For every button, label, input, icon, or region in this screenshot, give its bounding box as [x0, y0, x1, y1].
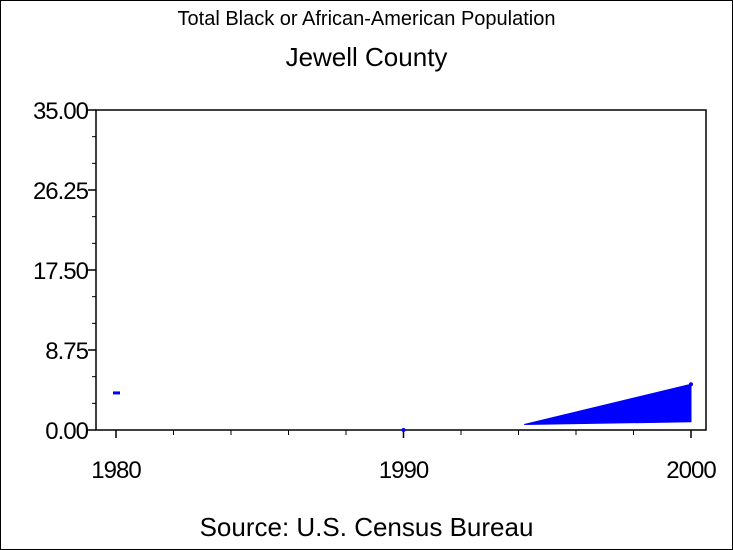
x-axis: 1980 1990 2000 — [91, 430, 717, 484]
chart-source: Source: U.S. Census Bureau — [199, 512, 534, 542]
x-tick-label: 1980 — [91, 457, 141, 484]
data-point — [689, 382, 693, 387]
y-tick-label: 8.75 — [45, 338, 88, 365]
y-tick-label: 17.50 — [33, 258, 89, 285]
x-tick-label: 2000 — [666, 457, 716, 484]
data-point — [113, 391, 120, 395]
data-marks — [113, 382, 693, 432]
y-tick-label: 0.00 — [45, 418, 88, 445]
y-axis: 0.00 8.75 17.50 26.25 35.00 — [33, 98, 96, 445]
chart-subtitle: Jewell County — [285, 42, 448, 72]
x-tick-label: 1990 — [379, 457, 429, 484]
data-point — [401, 428, 406, 432]
plot-area — [95, 109, 707, 431]
y-tick-label: 35.00 — [33, 98, 89, 125]
chart-title: Total Black or African-American Populati… — [177, 8, 556, 30]
y-tick-label: 26.25 — [33, 178, 89, 205]
series-area — [524, 383, 692, 426]
